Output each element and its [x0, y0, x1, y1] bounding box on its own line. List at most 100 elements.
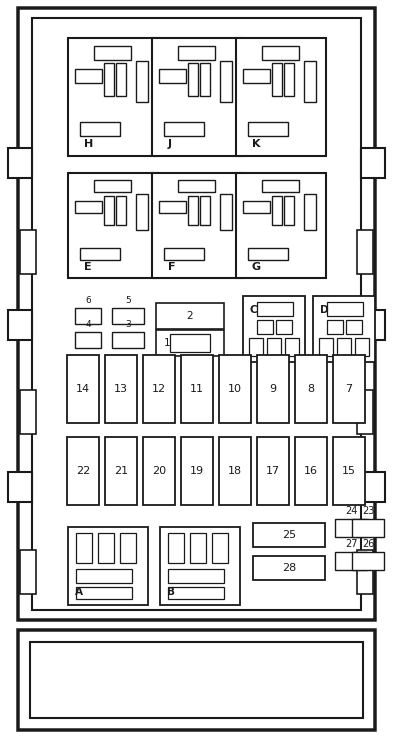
- Bar: [20, 230, 36, 274]
- Bar: [220, 194, 232, 230]
- Text: 11: 11: [190, 384, 204, 394]
- Bar: [257, 320, 273, 334]
- Bar: [67, 355, 99, 423]
- Bar: [8, 472, 32, 502]
- Text: A: A: [75, 587, 83, 597]
- Text: 17: 17: [266, 466, 280, 476]
- Bar: [181, 437, 213, 505]
- Text: 9: 9: [270, 384, 277, 394]
- Bar: [333, 437, 365, 505]
- Bar: [152, 173, 242, 278]
- Bar: [104, 63, 114, 96]
- Bar: [262, 46, 299, 60]
- Bar: [304, 194, 316, 230]
- Bar: [112, 308, 144, 324]
- Text: 16: 16: [304, 466, 318, 476]
- Text: J: J: [168, 139, 172, 149]
- Bar: [295, 355, 327, 423]
- Bar: [75, 308, 101, 324]
- Text: 19: 19: [190, 466, 204, 476]
- FancyBboxPatch shape: [18, 630, 375, 730]
- Bar: [357, 390, 373, 434]
- Bar: [76, 587, 132, 599]
- Bar: [220, 61, 232, 102]
- Bar: [236, 173, 326, 278]
- Bar: [181, 355, 213, 423]
- Bar: [75, 201, 102, 213]
- Bar: [284, 63, 294, 96]
- Bar: [333, 355, 365, 423]
- Text: B: B: [167, 587, 175, 597]
- Bar: [272, 196, 282, 225]
- Text: 3: 3: [125, 320, 131, 329]
- Bar: [75, 69, 102, 83]
- Bar: [335, 519, 367, 537]
- Bar: [68, 527, 148, 605]
- Bar: [346, 320, 362, 334]
- Text: 28: 28: [282, 563, 296, 573]
- Bar: [94, 46, 131, 60]
- Bar: [243, 201, 270, 213]
- Bar: [104, 196, 114, 225]
- Bar: [355, 338, 369, 356]
- Bar: [243, 69, 270, 83]
- Bar: [164, 248, 204, 260]
- Bar: [160, 527, 240, 605]
- Bar: [136, 61, 148, 102]
- Bar: [190, 533, 206, 563]
- Bar: [152, 38, 242, 156]
- Bar: [352, 519, 384, 537]
- Bar: [170, 334, 210, 352]
- Bar: [200, 63, 210, 96]
- Text: 25: 25: [282, 530, 296, 540]
- Bar: [357, 230, 373, 274]
- FancyBboxPatch shape: [18, 8, 375, 620]
- Text: 24: 24: [345, 506, 357, 516]
- Text: G: G: [252, 262, 261, 272]
- Bar: [156, 303, 224, 329]
- Bar: [105, 437, 137, 505]
- Bar: [76, 533, 92, 563]
- Bar: [212, 533, 228, 563]
- Bar: [257, 437, 289, 505]
- Bar: [361, 310, 385, 340]
- Text: 5: 5: [125, 296, 131, 305]
- Bar: [178, 180, 215, 192]
- Bar: [159, 201, 186, 213]
- Bar: [116, 196, 126, 225]
- Bar: [143, 437, 175, 505]
- Bar: [168, 569, 224, 583]
- Bar: [262, 180, 299, 192]
- Bar: [253, 556, 325, 580]
- Bar: [168, 533, 184, 563]
- Bar: [248, 122, 288, 136]
- Bar: [120, 533, 136, 563]
- Text: H: H: [84, 139, 93, 149]
- Bar: [76, 569, 132, 583]
- Bar: [112, 332, 144, 348]
- Bar: [295, 437, 327, 505]
- Bar: [327, 302, 363, 316]
- Text: E: E: [84, 262, 92, 272]
- Bar: [313, 296, 375, 362]
- Text: 7: 7: [345, 384, 353, 394]
- Text: 13: 13: [114, 384, 128, 394]
- Bar: [284, 196, 294, 225]
- Bar: [267, 338, 281, 356]
- Text: 27: 27: [345, 539, 357, 549]
- Bar: [105, 355, 137, 423]
- Bar: [257, 355, 289, 423]
- Bar: [8, 148, 32, 178]
- Text: 23: 23: [362, 506, 374, 516]
- Bar: [80, 248, 120, 260]
- Bar: [219, 437, 251, 505]
- Text: D: D: [320, 305, 329, 315]
- Bar: [257, 302, 293, 316]
- Bar: [361, 148, 385, 178]
- Text: 22: 22: [76, 466, 90, 476]
- Text: 12: 12: [152, 384, 166, 394]
- Bar: [20, 390, 36, 434]
- Bar: [285, 338, 299, 356]
- Bar: [236, 38, 326, 156]
- Text: 21: 21: [114, 466, 128, 476]
